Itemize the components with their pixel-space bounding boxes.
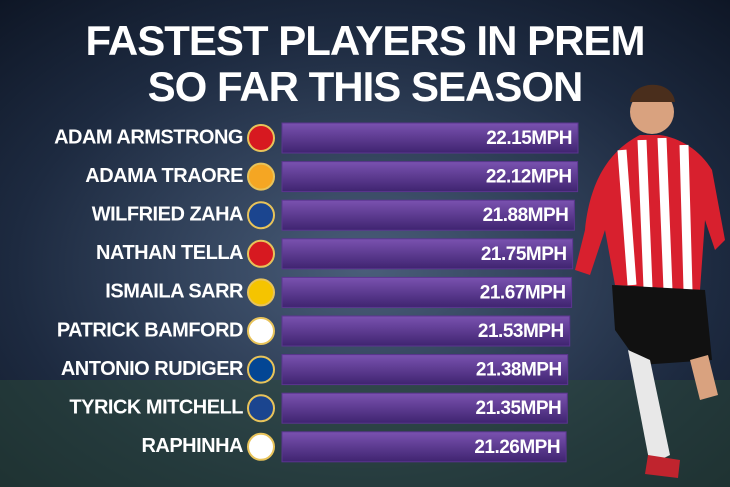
value-label: 21.88MPH — [483, 205, 569, 226]
club-badge — [247, 162, 275, 191]
club-badge — [247, 317, 275, 345]
player-name: TYRICK MITCHELL — [69, 396, 243, 418]
player-name: ADAM ARMSTRONG — [54, 126, 243, 148]
bar — [281, 315, 571, 347]
player-illustration — [575, 84, 725, 478]
club-badge — [247, 432, 275, 461]
value-label: 21.53MPH — [478, 321, 564, 342]
bar — [281, 276, 573, 308]
bar — [281, 431, 567, 463]
club-badge — [247, 201, 275, 230]
bar — [281, 199, 575, 231]
club-badge — [247, 355, 275, 384]
bar — [281, 161, 579, 193]
value-label: 21.35MPH — [476, 398, 562, 419]
club-badge — [247, 124, 275, 152]
chart-title: SO FAR THIS SEASON — [148, 63, 583, 110]
club-badge — [247, 239, 275, 268]
value-label: 21.67MPH — [480, 282, 566, 303]
player-name: NATHAN TELLA — [96, 242, 243, 264]
bar — [281, 122, 579, 154]
value-label: 22.15MPH — [486, 128, 572, 149]
value-label: 21.75MPH — [481, 244, 567, 265]
bar — [281, 392, 568, 424]
player-name: ANTONIO RUDIGER — [61, 358, 244, 380]
value-label: 21.26MPH — [474, 437, 560, 458]
bar — [281, 238, 574, 270]
player-name: ISMAILA SARR — [105, 281, 244, 303]
club-badge — [247, 394, 275, 423]
value-label: 21.38MPH — [476, 360, 562, 381]
player-name: ADAMA TRAORE — [85, 165, 243, 187]
bar — [281, 354, 569, 386]
player-name: RAPHINHA — [141, 435, 243, 457]
club-badge — [247, 278, 275, 307]
chart-title: FASTEST PLAYERS IN PREM — [86, 17, 645, 64]
player-name: WILFRIED ZAHA — [92, 203, 243, 225]
value-label: 22.12MPH — [486, 167, 572, 188]
player-name: PATRICK BAMFORD — [57, 319, 243, 341]
